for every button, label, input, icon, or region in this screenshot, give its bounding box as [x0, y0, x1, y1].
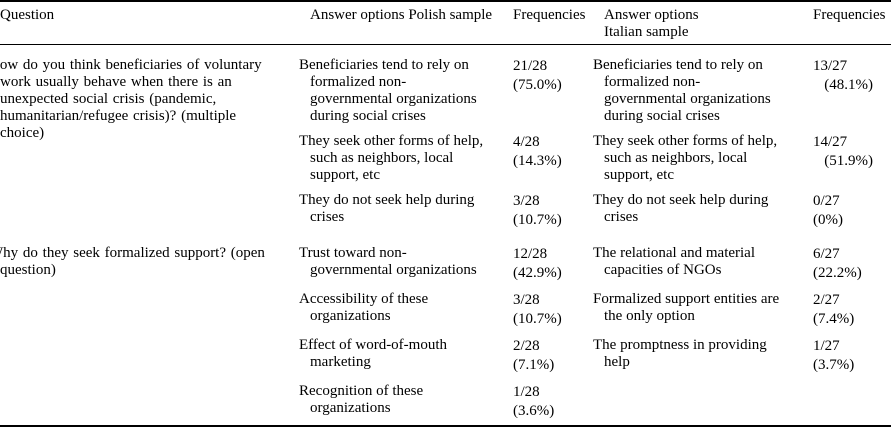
italian-answer-cell: Formalized support entities are the only…	[593, 291, 780, 324]
polish-frequency-cell: 2/28 (7.1%)	[513, 338, 555, 373]
polish-frequency-cell: 4/28 (14.3%)	[513, 134, 562, 169]
polish-answer-cell: They seek other forms of help, such as n…	[299, 133, 484, 183]
polish-answer-cell: Trust toward non- governmental organizat…	[299, 245, 477, 278]
italian-frequency-cell: 6/27 (22.2%)	[813, 246, 862, 281]
polish-answer-cell: Beneficiaries tend to rely on formalized…	[299, 57, 477, 124]
col-header-polish-answers: Answer options Polish sample	[310, 1, 513, 45]
table-row: They do not seek help during crises 3/28…	[0, 192, 891, 245]
col-header-italian-answers: Answer options Italian sample	[604, 1, 813, 45]
question-cell-2: Why do they seek formalized support? (op…	[0, 245, 265, 278]
table-row: How do you think beneficiaries of volunt…	[0, 45, 891, 141]
italian-frequency-cell: 2/27 (7.4%)	[813, 292, 855, 327]
header-row: Question Answer options Polish sample Fr…	[0, 1, 891, 45]
italian-frequency-cell	[813, 383, 891, 426]
table-row: Recognition of these organizations 1/28 …	[0, 383, 891, 426]
italian-answer-cell: The promptness in providing help	[593, 337, 767, 370]
polish-answer-cell: Effect of word-of-mouth marketing	[299, 337, 448, 370]
table-row: Why do they seek formalized support? (op…	[0, 245, 891, 291]
polish-answer-cell: Recognition of these organizations	[299, 383, 424, 416]
italian-answer-cell: Beneficiaries tend to rely on formalized…	[593, 57, 771, 124]
polish-frequency-cell: 21/28 (75.0%)	[513, 58, 562, 93]
italian-frequency-cell: 14/27 (51.9%)	[813, 134, 873, 169]
col-header-polish-frequencies: Frequencies	[513, 1, 604, 45]
polish-answer-cell: Accessibility of these organizations	[299, 291, 429, 324]
italian-frequency-cell: 1/27 (3.7%)	[813, 338, 855, 373]
polish-frequency-cell: 1/28 (3.6%)	[513, 384, 555, 419]
italian-answer-cell: The relational and material capacities o…	[593, 245, 756, 278]
polish-frequency-cell: 3/28 (10.7%)	[513, 292, 562, 327]
italian-frequency-cell: 0/27 (0%)	[813, 193, 843, 228]
polish-frequency-cell: 12/28 (42.9%)	[513, 246, 562, 281]
question-cell-1: How do you think beneficiaries of volunt…	[0, 57, 262, 141]
polish-answer-cell: They do not seek help during crises	[299, 192, 475, 225]
polish-frequency-cell: 3/28 (10.7%)	[513, 193, 562, 228]
table-row: Accessibility of these organizations 3/2…	[0, 291, 891, 337]
col-header-question: Question	[0, 1, 310, 45]
table-row: They seek other forms of help, such as n…	[0, 133, 891, 192]
col-header-italian-frequencies: Frequencies	[813, 1, 891, 45]
italian-answer-cell	[604, 383, 813, 426]
italian-frequency-cell: 13/27 (48.1%)	[813, 58, 873, 93]
italian-answer-cell: They do not seek help during crises	[593, 192, 769, 225]
italian-answer-cell: They seek other forms of help, such as n…	[593, 133, 778, 183]
table-row: Effect of word-of-mouth marketing 2/28 (…	[0, 337, 891, 383]
